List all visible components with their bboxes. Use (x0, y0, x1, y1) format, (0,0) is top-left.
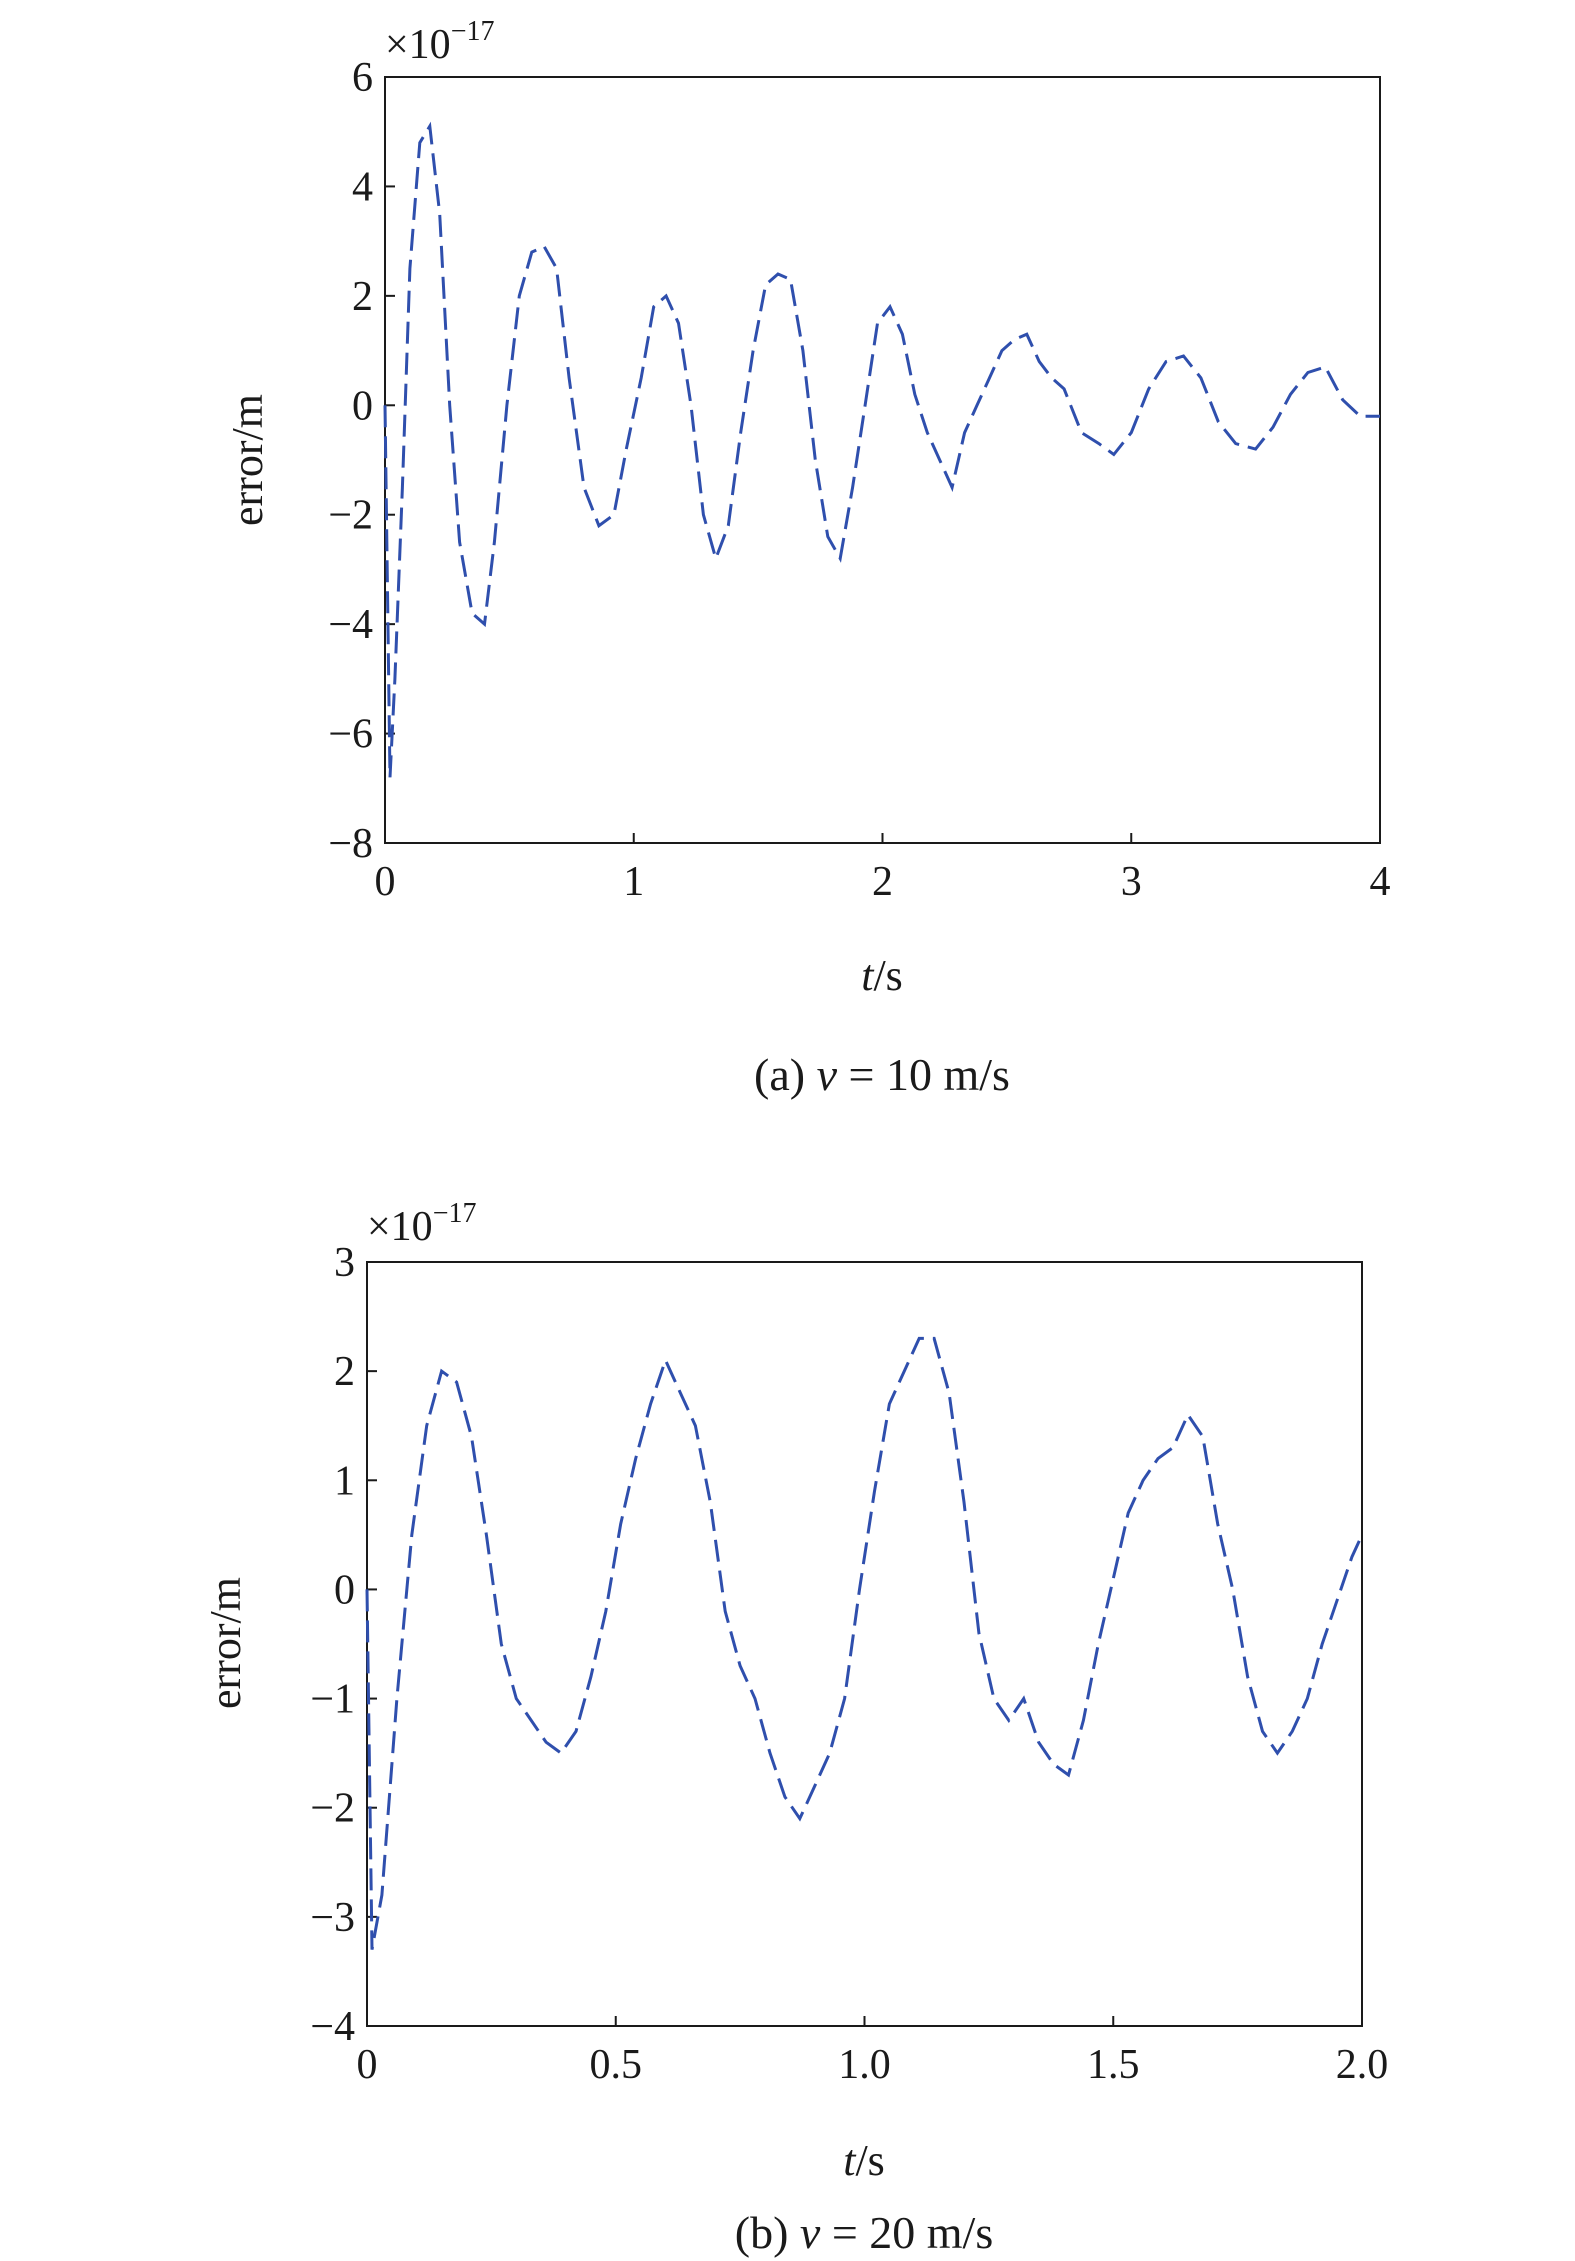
x-tick-label-b: 0 (357, 2042, 378, 2088)
caption-b: (b) v = 20 m/s (735, 2207, 993, 2258)
y-tick-label-b: −2 (310, 1786, 355, 1832)
plot-frame-a (384, 76, 1381, 844)
y-tick-label-b: 1 (334, 1458, 355, 1504)
panel-a: ×10−17 −8 −6 −4 −2 0 2 4 6 0 1 2 3 4 error/m t/s (a… (223, 16, 1391, 1100)
x-axis-label-b: t/s (843, 2136, 885, 2185)
y-tick-label-b: −1 (310, 1677, 355, 1723)
scale-label-a: ×10−17 (385, 16, 494, 68)
x-tick-label-a: 2 (872, 859, 893, 905)
plot-frame-b (366, 1261, 1363, 2027)
caption-a: (a) v = 10 m/s (754, 1049, 1010, 1100)
series-line-b (365, 1336, 1364, 1950)
y-tick-label-b: −3 (310, 1895, 355, 1941)
x-tick-label-a: 4 (1370, 859, 1391, 905)
y-tick-label-a: −4 (328, 602, 373, 648)
y-tick-label-a: −6 (328, 712, 373, 758)
y-axis-label-a: error/m (223, 394, 272, 526)
y-tick-label-a: 0 (352, 383, 373, 429)
x-tick-label-b: 2.0 (1336, 2042, 1389, 2088)
x-tick-label-b: 1.0 (838, 2042, 891, 2088)
y-tick-label-b: 0 (334, 1567, 355, 1613)
y-tick-label-a: −8 (328, 821, 373, 867)
scale-label-b: ×10−17 (367, 1198, 476, 1250)
y-tick-label-a: 6 (352, 55, 373, 101)
series-line-a (383, 121, 1380, 778)
x-tick-label-a: 0 (375, 859, 396, 905)
x-tick-label-a: 1 (623, 859, 644, 905)
y-tick-label-a: 4 (352, 164, 373, 210)
y-tick-label-a: 2 (352, 274, 373, 320)
y-ticks-b: −4 −3 −2 −1 0 1 2 3 (310, 1240, 377, 2050)
x-ticks-b: 0 0.5 1.0 1.5 2.0 (357, 2016, 1389, 2088)
x-tick-label-b: 0.5 (590, 2042, 643, 2088)
y-tick-label-b: 3 (334, 1240, 355, 1286)
panel-b: ×10−17 −4 −3 −2 −1 0 1 2 3 0 0.5 1.0 1.5 2.0 error/… (201, 1198, 1388, 2258)
y-tick-label-b: −4 (310, 2004, 355, 2050)
x-tick-label-a: 3 (1121, 859, 1142, 905)
x-ticks-a: 0 1 2 3 4 (375, 833, 1391, 905)
y-tick-label-b: 2 (334, 1349, 355, 1395)
x-tick-label-b: 1.5 (1087, 2042, 1140, 2088)
x-axis-label-a: t/s (861, 951, 903, 1000)
y-tick-label-a: −2 (328, 493, 373, 539)
y-ticks-a: −8 −6 −4 −2 0 2 4 6 (328, 55, 395, 867)
y-axis-label-b: error/m (201, 1577, 250, 1709)
